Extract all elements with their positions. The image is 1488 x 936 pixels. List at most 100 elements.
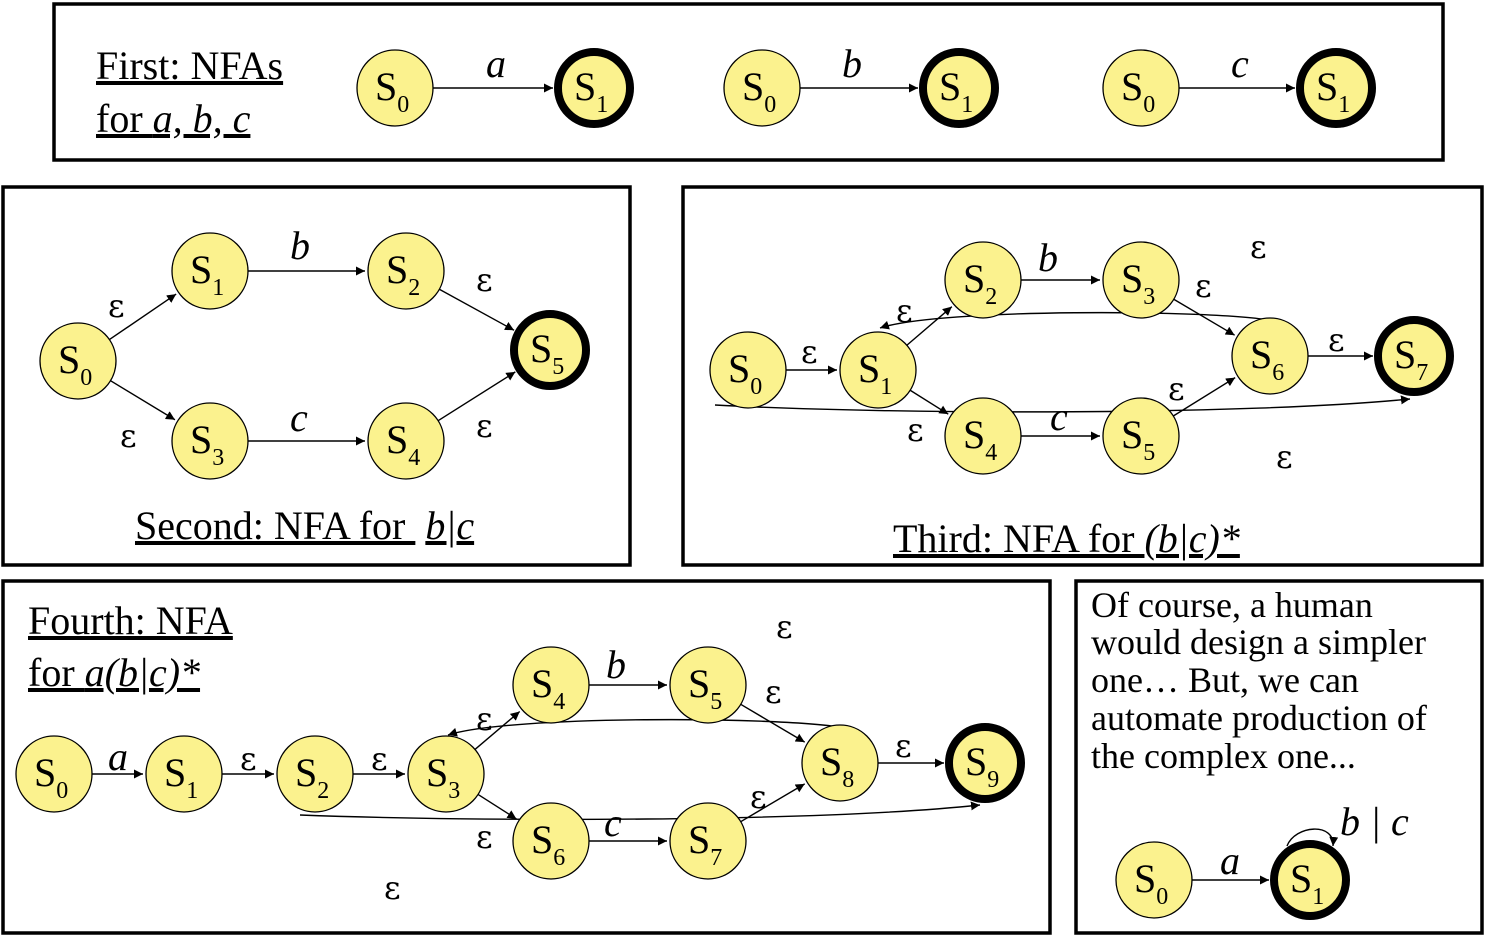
state-label: S3 [190, 417, 224, 471]
state-label: S2 [386, 247, 420, 301]
edge-label: c [1050, 394, 1068, 439]
accepting-state-circle [510, 310, 590, 390]
state-s1: S1 [919, 48, 999, 128]
epsilon-arc [714, 395, 1411, 413]
state-label: S1 [1316, 64, 1350, 118]
state-s5: S5 [669, 646, 747, 724]
note-line-2: would design a simpler [1091, 622, 1426, 662]
self-loop-arrow [1286, 828, 1339, 847]
state-s2: S2 [367, 232, 445, 310]
epsilon-label: ε [765, 673, 782, 711]
state-label: S5 [688, 661, 722, 715]
state-s0: S0 [1102, 49, 1180, 127]
epsilon-label: ε [1276, 438, 1293, 476]
state-label: S2 [295, 750, 329, 804]
epsilon-label: ε [750, 778, 767, 816]
second-caption: Second: NFA for b|c [135, 503, 474, 548]
state-circle [276, 735, 354, 813]
state-label: S0 [1121, 64, 1155, 118]
epsilon-label: ε [895, 727, 912, 765]
state-s1: S1 [145, 735, 223, 813]
transition-arrow [437, 371, 516, 422]
state-circle [1115, 841, 1193, 919]
epsilon-arc [879, 311, 1269, 330]
epsilon-label: ε [776, 608, 793, 646]
epsilon-label: ε [896, 292, 913, 330]
state-circle [723, 49, 801, 127]
fourth-caption-line2: for a(b|c)* [28, 650, 200, 695]
state-s4: S4 [367, 402, 445, 480]
state-label: S6 [1250, 332, 1284, 386]
accepting-state-circle [1296, 48, 1376, 128]
state-circle [669, 646, 747, 724]
transition-arrow [1172, 377, 1236, 417]
state-circle [669, 802, 747, 880]
state-s0: S0 [15, 735, 93, 813]
accepting-state-circle [945, 723, 1025, 803]
accepting-state-circle [1374, 316, 1454, 396]
state-label: S6 [531, 817, 565, 871]
state-circle [39, 322, 117, 400]
transition-arrow [740, 783, 806, 823]
state-s8: S8 [801, 724, 879, 802]
epsilon-label: ε [476, 818, 493, 856]
state-circle [15, 735, 93, 813]
epsilon-label: ε [1328, 321, 1345, 359]
state-s2: S2 [944, 241, 1022, 319]
first-caption-line1: First: NFAs [96, 43, 283, 88]
edge-label: a [108, 734, 128, 779]
epsilon-arc [299, 801, 981, 821]
note-line-4: automate production of [1091, 698, 1427, 738]
state-circle [709, 331, 787, 409]
epsilon-label: ε [907, 411, 924, 449]
state-label: S7 [688, 817, 722, 871]
state-s3: S3 [1102, 241, 1180, 319]
state-circle [801, 724, 879, 802]
state-s0: S0 [723, 49, 801, 127]
note-line-5: the complex one... [1091, 736, 1356, 776]
state-label: S1 [858, 346, 892, 400]
state-s4: S4 [944, 397, 1022, 475]
state-s5: S5 [1102, 397, 1180, 475]
state-label: S4 [386, 417, 420, 471]
third-caption: Third: NFA for (b|c)* [893, 516, 1240, 561]
epsilon-label: ε [384, 869, 401, 907]
state-s0: S0 [39, 322, 117, 400]
nfa-b: b S0 S1 [723, 41, 999, 128]
state-s0: S0 [709, 331, 787, 409]
edge-label: b [1038, 235, 1058, 280]
state-s3: S3 [171, 402, 249, 480]
state-label: S0 [1134, 856, 1168, 910]
state-label: S4 [963, 412, 997, 466]
edge-label: a [486, 41, 506, 86]
state-s4: S4 [512, 646, 590, 724]
note-line-1: Of course, a human [1091, 585, 1373, 625]
edge-label: a [1220, 838, 1240, 883]
accepting-state-circle [919, 48, 999, 128]
state-circle [512, 802, 590, 880]
epsilon-label: ε [371, 740, 388, 778]
transition-arrow [474, 710, 521, 750]
state-circle [839, 331, 917, 409]
epsilon-label: ε [476, 700, 493, 738]
edge-label: b [290, 223, 310, 268]
state-circle [512, 646, 590, 724]
state-s7: S7 [1374, 316, 1454, 396]
state-s1: S1 [1296, 48, 1376, 128]
epsilon-label: ε [1168, 370, 1185, 408]
state-label: S9 [965, 739, 999, 793]
state-label: S3 [426, 750, 460, 804]
state-circle [1102, 241, 1180, 319]
state-label: S1 [190, 247, 224, 301]
state-label: S4 [531, 661, 565, 715]
edge-label: c [604, 800, 622, 845]
state-s7: S7 [669, 802, 747, 880]
state-s6: S6 [512, 802, 590, 880]
state-circle [171, 402, 249, 480]
transition-arrow [110, 380, 176, 421]
note-line-3: one… But, we can [1091, 660, 1359, 700]
